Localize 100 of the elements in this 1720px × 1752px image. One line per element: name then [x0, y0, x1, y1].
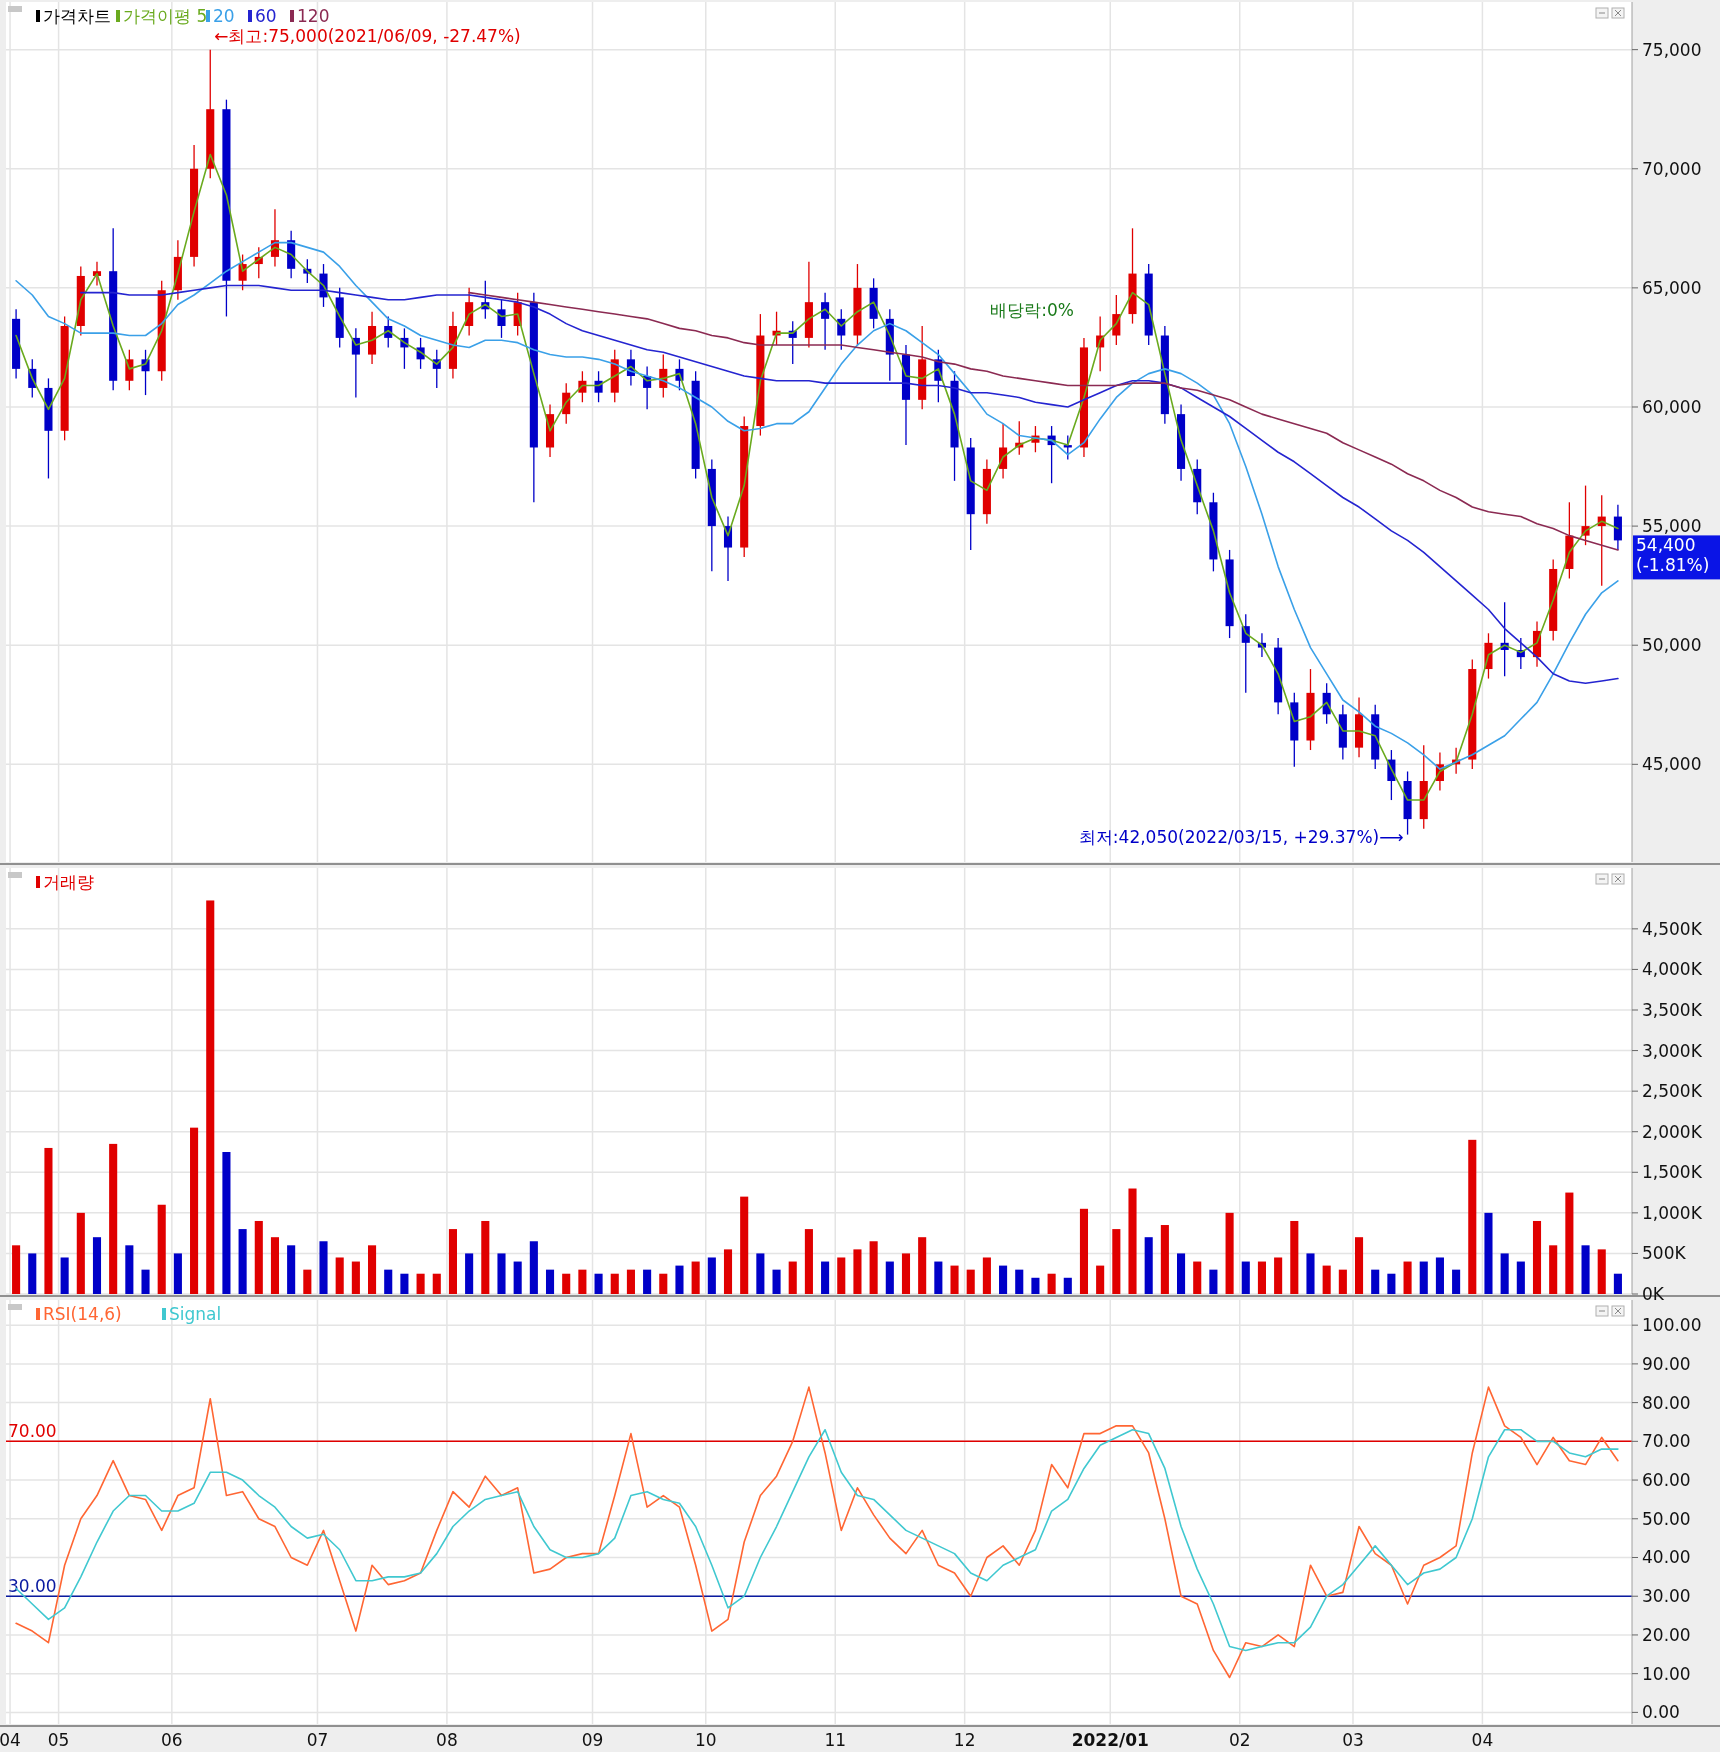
- y-tick-label: 20.00: [1642, 1624, 1691, 1645]
- bar: [173, 1253, 182, 1294]
- x-tick-label: 04: [0, 1730, 21, 1750]
- bar: [675, 1265, 684, 1294]
- x-tick-label: 03: [1342, 1730, 1364, 1750]
- bar: [610, 1273, 619, 1294]
- y-tick-label: 70,000: [1642, 158, 1702, 179]
- bar: [1613, 1273, 1622, 1294]
- candlestick: [1613, 504, 1622, 551]
- x-tick-label: 05: [47, 1730, 70, 1750]
- y-tick-label: 3,500K: [1642, 999, 1703, 1020]
- bar: [400, 1273, 409, 1294]
- bar: [804, 1229, 813, 1294]
- bar: [1581, 1245, 1590, 1294]
- bar: [44, 1147, 53, 1294]
- bar: [1500, 1253, 1509, 1294]
- y-tick-label: 0.00: [1642, 1702, 1680, 1723]
- y-tick-label: 500K: [1642, 1243, 1687, 1264]
- bar: [254, 1220, 263, 1294]
- bar: [1290, 1220, 1299, 1294]
- bar: [335, 1257, 344, 1294]
- y-tick-label: 30.00: [1642, 1586, 1691, 1607]
- bar: [1177, 1253, 1186, 1294]
- bar: [1096, 1265, 1105, 1294]
- bar: [1274, 1257, 1283, 1294]
- bar: [481, 1220, 490, 1294]
- bar: [659, 1273, 668, 1294]
- bar: [918, 1237, 927, 1294]
- bar: [1015, 1269, 1024, 1294]
- legend-label: 20: [213, 6, 235, 26]
- legend-label: 120: [297, 6, 330, 26]
- bar: [368, 1245, 377, 1294]
- bar: [1209, 1269, 1218, 1294]
- bar: [141, 1269, 150, 1294]
- y-tick-label: 10.00: [1642, 1663, 1691, 1684]
- bar: [238, 1229, 247, 1294]
- y-tick-label: 50,000: [1642, 635, 1702, 656]
- y-tick-label: 2,000K: [1642, 1121, 1703, 1142]
- x-tick-label: 09: [581, 1730, 604, 1750]
- y-tick-label: 80.00: [1642, 1392, 1691, 1413]
- bar: [1468, 1139, 1477, 1294]
- bar: [60, 1257, 69, 1294]
- bar: [1322, 1265, 1331, 1294]
- bar: [885, 1261, 894, 1294]
- bar: [578, 1269, 587, 1294]
- bar: [1063, 1277, 1072, 1294]
- bar: [1338, 1269, 1347, 1294]
- bar: [529, 1241, 538, 1294]
- y-tick-label: 1,500K: [1642, 1162, 1703, 1183]
- bar: [1419, 1261, 1428, 1294]
- y-tick-label: 4,500K: [1642, 918, 1703, 939]
- ref-line-label: 30.00: [8, 1576, 57, 1597]
- bar: [982, 1257, 991, 1294]
- bar: [1128, 1188, 1137, 1294]
- bar: [448, 1229, 457, 1294]
- bar: [1403, 1261, 1412, 1294]
- bar: [1047, 1273, 1056, 1294]
- bar: [1516, 1261, 1525, 1294]
- bar: [270, 1237, 280, 1294]
- bar: [287, 1245, 296, 1294]
- bar: [190, 1127, 199, 1294]
- bar: [1112, 1229, 1121, 1294]
- y-tick-label: 60,000: [1642, 396, 1702, 417]
- bar: [1079, 1208, 1089, 1294]
- bar: [1225, 1212, 1234, 1294]
- x-tick-label: 12: [953, 1730, 976, 1750]
- bar: [837, 1257, 846, 1294]
- bar: [966, 1269, 975, 1294]
- legend-label: 60: [255, 6, 277, 26]
- bar: [1484, 1212, 1493, 1294]
- bar: [1306, 1253, 1315, 1294]
- bar: [788, 1261, 797, 1294]
- bar: [206, 900, 215, 1294]
- legend-label: 거래량: [43, 872, 94, 892]
- x-tick-label: 04: [1471, 1730, 1494, 1750]
- bar: [465, 1253, 474, 1294]
- y-tick-label: 3,000K: [1642, 1040, 1703, 1061]
- y-tick-label: 45,000: [1642, 754, 1702, 775]
- bar: [1144, 1237, 1153, 1294]
- x-tick-label: 10: [694, 1730, 717, 1750]
- legend-title: 가격차트: [43, 6, 111, 26]
- bar: [545, 1269, 555, 1294]
- x-tick-label: 06: [161, 1730, 183, 1750]
- y-tick-label: 60.00: [1642, 1470, 1691, 1490]
- annotation: ←최고:75,000(2021/06/09, -27.47%): [214, 25, 521, 46]
- bar: [28, 1253, 37, 1294]
- bar: [1532, 1220, 1542, 1294]
- line-series: [468, 291, 1619, 551]
- candlestick: [497, 299, 506, 339]
- y-tick-label: 4,000K: [1642, 959, 1703, 980]
- bar: [1193, 1261, 1202, 1294]
- x-tick-label: 2022/01: [1071, 1730, 1149, 1750]
- y-tick-label: 50.00: [1642, 1508, 1691, 1529]
- bar: [999, 1265, 1008, 1294]
- bar: [821, 1261, 830, 1294]
- bar: [416, 1273, 425, 1294]
- annotation: 최저:42,050(2022/03/15, +29.37%)⟶: [1078, 826, 1404, 847]
- bar: [853, 1249, 862, 1294]
- bar: [1257, 1261, 1266, 1294]
- bar: [1565, 1192, 1574, 1294]
